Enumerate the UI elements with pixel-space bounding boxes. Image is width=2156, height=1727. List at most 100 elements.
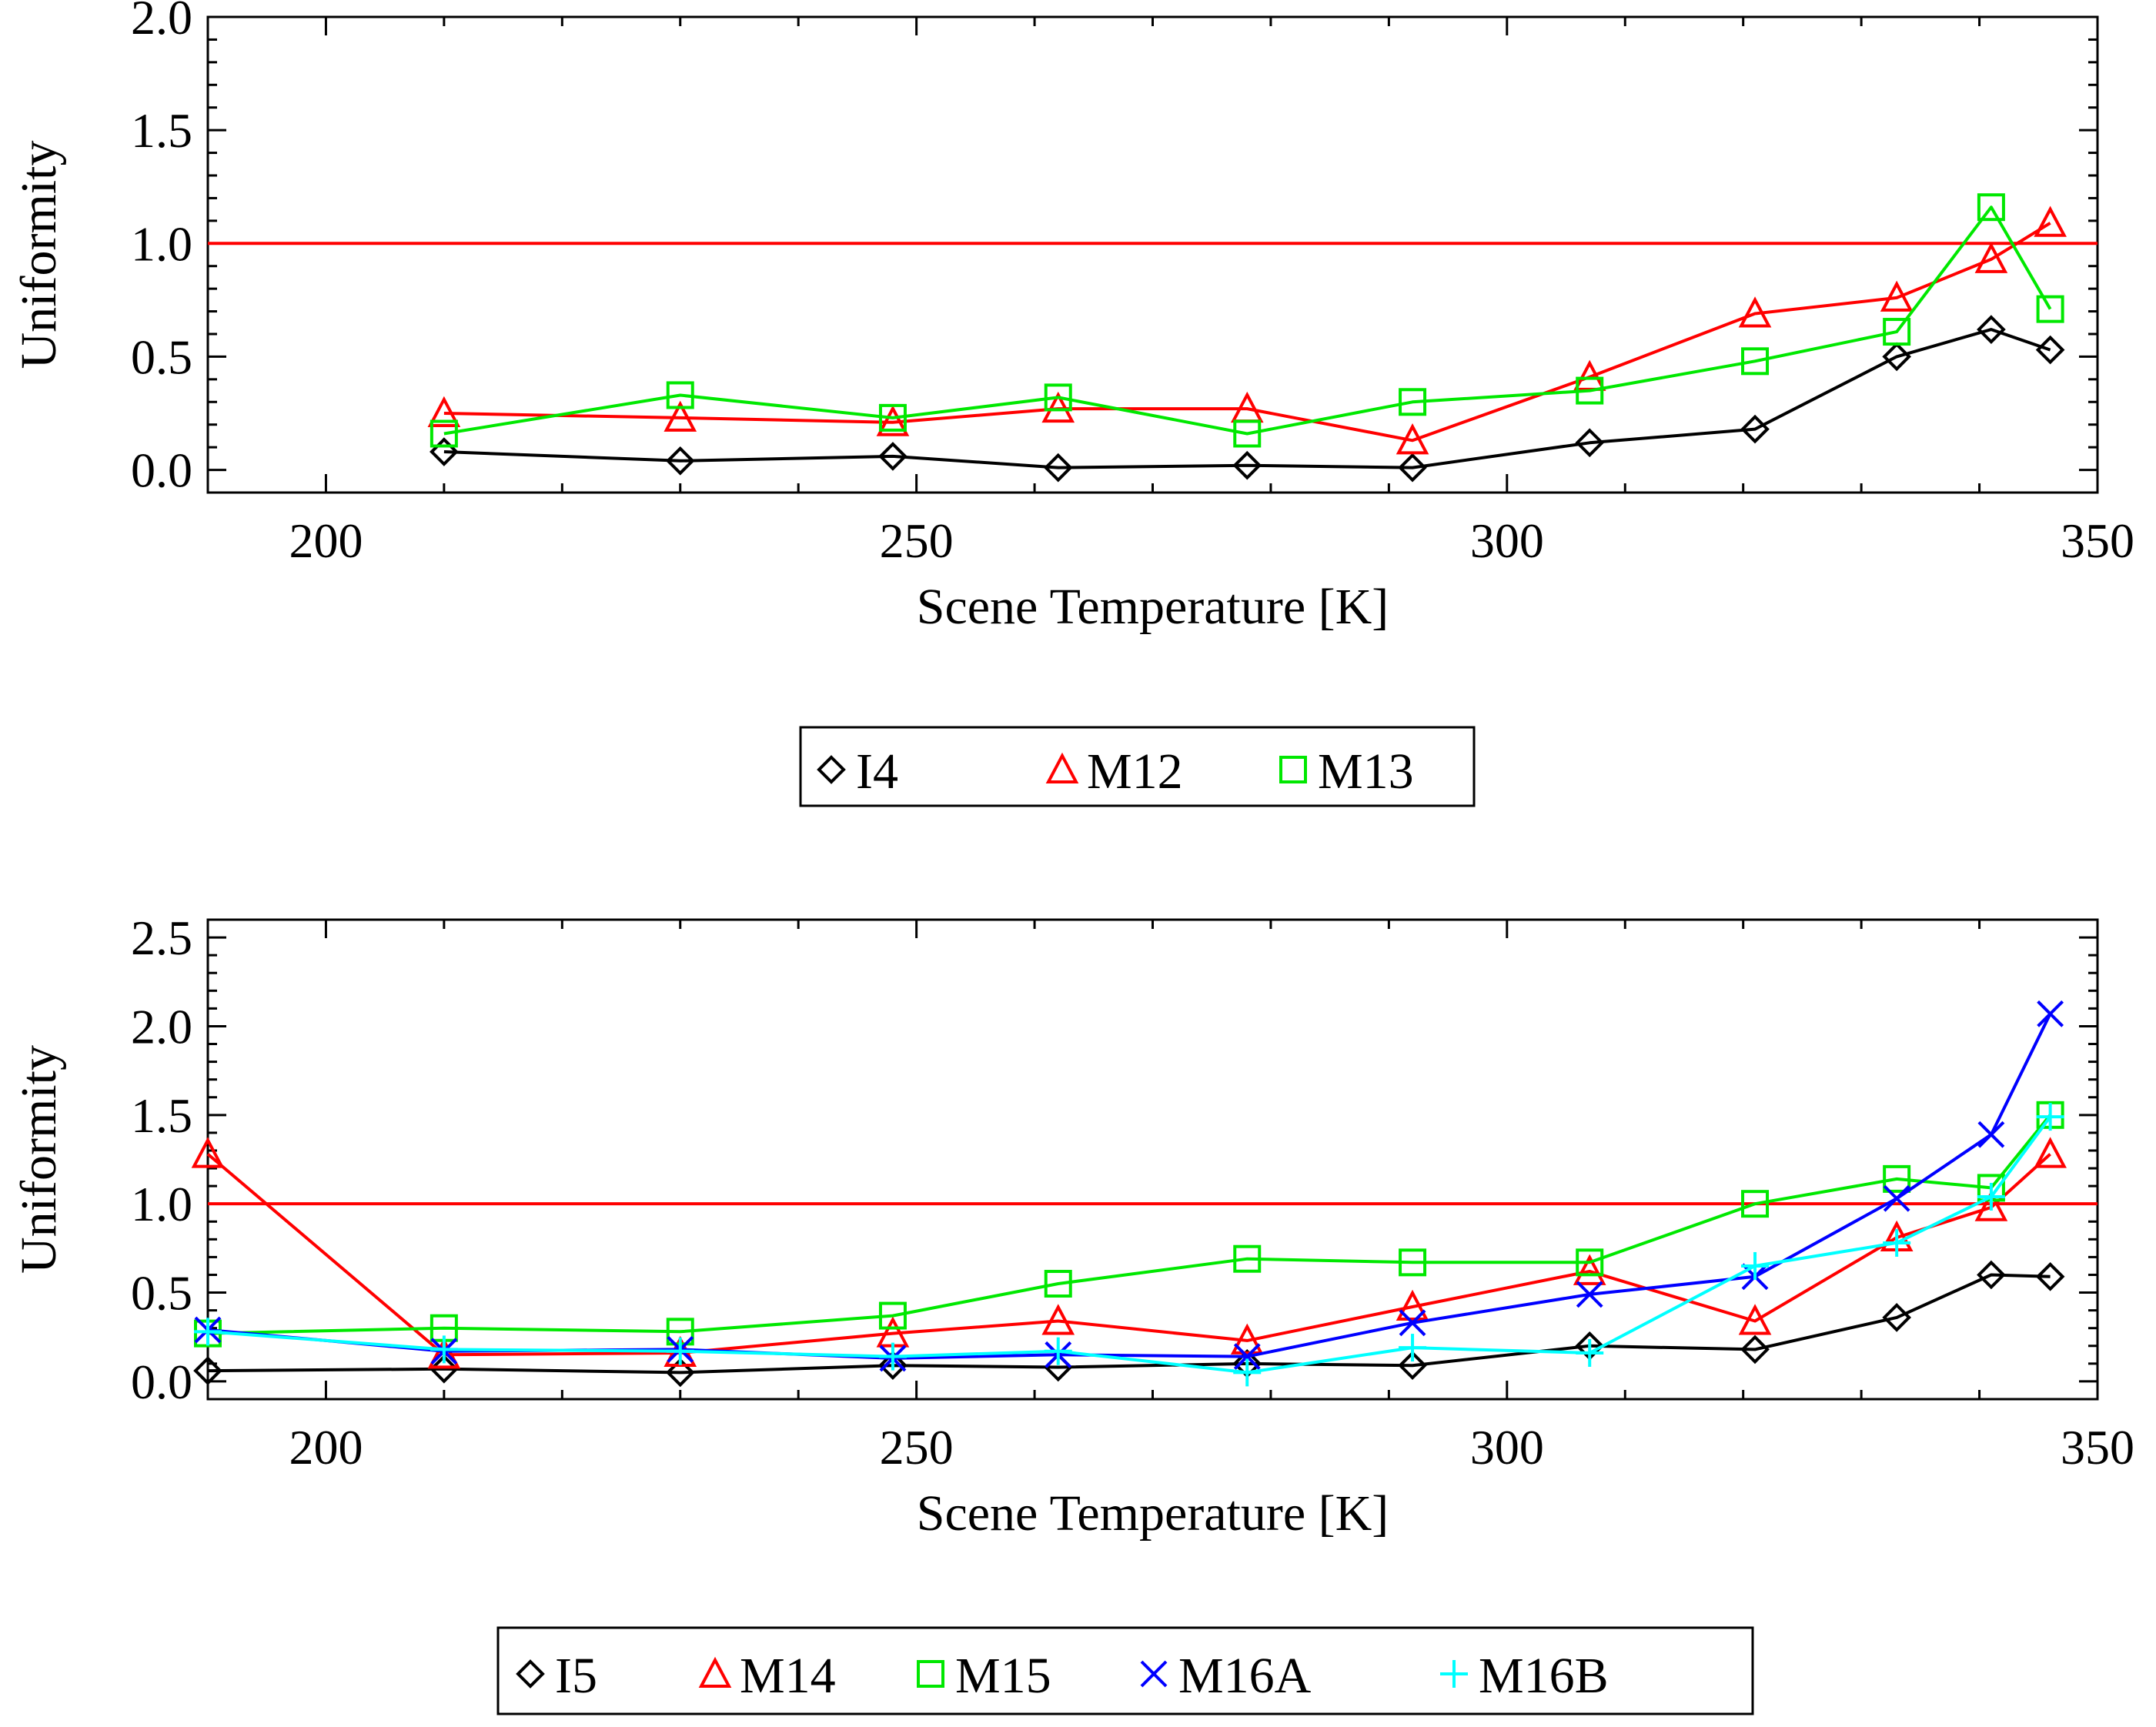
y-tick-label: 2.0 — [131, 0, 192, 45]
series-line-i4 — [443, 328, 2051, 469]
data-point-m16a — [1399, 1309, 1426, 1337]
data-point-m12 — [664, 400, 697, 432]
data-point-m16b — [1576, 1339, 1604, 1368]
y-tick-label: 0.0 — [131, 443, 192, 498]
data-point-m12 — [1738, 296, 1772, 328]
series-m16a — [194, 1000, 2064, 1372]
data-point-m13 — [1576, 376, 1604, 405]
series-i5 — [193, 1260, 2065, 1388]
legend-marker-m16b — [1440, 1660, 1468, 1688]
x-tick-label: 250 — [880, 1420, 954, 1475]
data-point-m13 — [878, 403, 907, 432]
legend-label: M16B — [1479, 1648, 1609, 1704]
data-point-i4 — [1232, 450, 1262, 480]
data-point-m16b — [666, 1337, 694, 1365]
series-line-m12 — [443, 222, 2051, 443]
series-line-i5 — [207, 1273, 2051, 1375]
data-point-m12 — [1041, 391, 1075, 423]
data-point-i4 — [1575, 428, 1605, 458]
data-point-m16a-stroke — [1977, 1121, 2005, 1148]
legend-marker-m13 — [1279, 756, 1307, 783]
x-tick-label: 300 — [1470, 513, 1544, 568]
plot-frame — [206, 15, 2099, 494]
series-line-m14 — [206, 1153, 2051, 1357]
data-point-m12 — [427, 396, 461, 427]
legend-marker-i4 — [817, 755, 846, 784]
data-point-m14 — [1974, 1190, 2008, 1221]
data-point-i4 — [2035, 335, 2065, 365]
legend-label: M13 — [1318, 743, 1414, 800]
data-point-m12 — [876, 405, 910, 436]
legend-label: I4 — [856, 743, 898, 800]
y-tick-label: 2.0 — [131, 999, 192, 1054]
data-point-m13 — [1741, 347, 1770, 376]
x-tick-label: 250 — [880, 513, 954, 568]
data-point-m13 — [1233, 419, 1262, 448]
series-line-m13 — [443, 205, 2052, 436]
data-point-m16a — [1977, 1121, 2005, 1148]
data-point-m16b — [878, 1342, 907, 1371]
y-tick-label: 2.5 — [131, 910, 192, 965]
data-point-m14 — [2034, 1137, 2067, 1168]
x-tick-label: 350 — [2061, 1420, 2134, 1475]
data-point-m14 — [1230, 1323, 1264, 1355]
y-tick-label: 1.5 — [131, 103, 192, 158]
legend-label: I5 — [555, 1648, 597, 1704]
y-tick-label: 1.0 — [131, 1177, 192, 1231]
data-point-m16a — [2037, 1000, 2064, 1027]
data-point-m14 — [1738, 1304, 1772, 1335]
series-m13 — [430, 193, 2064, 448]
data-point-m15 — [1399, 1248, 1427, 1277]
data-point-m16a-stroke — [1233, 1343, 1261, 1371]
data-point-i4 — [1398, 453, 1427, 483]
data-point-i5 — [1398, 1351, 1427, 1380]
data-point-i4 — [1882, 342, 1911, 372]
x-tick-label: 200 — [289, 513, 363, 568]
legend-marker-m14 — [698, 1656, 732, 1688]
chart-panel-2: 200 250 300 350 0.0 0.5 1.0 1.5 2.0 2.5 Scene Temp… — [11, 910, 2134, 1715]
data-point-m13 — [1977, 193, 2005, 222]
data-point-i4 — [1977, 315, 2006, 344]
legend-marker-i5 — [516, 1659, 545, 1689]
legend-marker-m12 — [1045, 752, 1079, 783]
data-point-m14 — [427, 1338, 461, 1369]
data-point-i4 — [1043, 453, 1073, 483]
series-m16b — [194, 1103, 2064, 1387]
data-point-i4 — [1740, 414, 1770, 444]
data-point-m13 — [666, 381, 694, 409]
data-point-m16a — [1233, 1343, 1261, 1371]
legend-label: M16A — [1178, 1648, 1312, 1704]
data-point-m16a-stroke — [1399, 1309, 1426, 1337]
legend: I5 M14 M15 M16A M16B — [496, 1626, 1754, 1715]
y-tick-label: 1.0 — [131, 216, 192, 271]
series-i4 — [430, 315, 2065, 483]
data-point-m15 — [1576, 1248, 1604, 1277]
y-tick-label: 0.0 — [131, 1355, 192, 1409]
data-point-m16b — [1883, 1228, 1911, 1257]
series-line-m16a — [207, 1013, 2052, 1360]
series-m15 — [194, 1101, 2064, 1348]
data-point-m15 — [1883, 1164, 1911, 1193]
data-point-m16a-stroke — [1883, 1184, 1910, 1212]
series-m14 — [191, 1137, 2067, 1369]
data-point-m16b — [1977, 1182, 2005, 1211]
data-point-i5 — [665, 1358, 695, 1388]
legend-label: M14 — [740, 1648, 836, 1704]
chart-panel-1: 200 250 300 350 0.0 0.5 1.0 1.5 2.0 Scene Tempera… — [11, 0, 2134, 807]
data-point-m15 — [1233, 1244, 1262, 1273]
series-line-m16b — [207, 1115, 2052, 1375]
x-axis-title: Scene Temperature [K] — [917, 579, 1389, 635]
data-point-m13 — [2036, 295, 2064, 323]
data-point-m12 — [1974, 242, 2008, 273]
data-point-m15 — [1044, 1270, 1072, 1298]
data-point-m14 — [1041, 1304, 1075, 1335]
x-axis-title: Scene Temperature [K] — [917, 1485, 1389, 1542]
data-point-i4 — [430, 437, 459, 466]
legend-marker-m16a-stroke — [1140, 1660, 1168, 1688]
legend-box — [496, 1626, 1754, 1715]
data-point-i5 — [2035, 1261, 2065, 1291]
data-point-m14 — [1396, 1289, 1429, 1321]
data-point-m12 — [1396, 423, 1429, 455]
series-m12 — [427, 205, 2067, 455]
